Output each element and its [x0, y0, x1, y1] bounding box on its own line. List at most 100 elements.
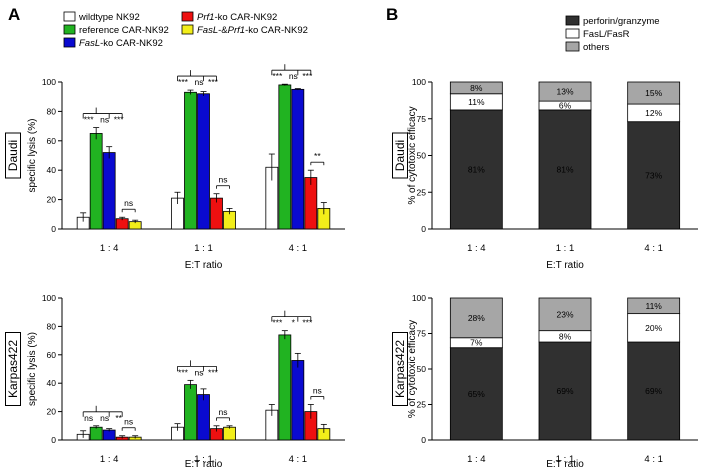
x-axis-label-a_daudi: E:T ratio: [185, 260, 223, 271]
legend-a-label-0-part-0: wildtype NK92: [78, 12, 140, 23]
sig-label-a_daudi-1-0: ***: [178, 77, 189, 87]
y-tick-label-b_daudi-2: 50: [417, 151, 427, 161]
legend-a-swatch-1: [63, 24, 76, 35]
bar-a_karpas-2-0: [102, 429, 116, 441]
y-tick-label-a_karpas-0: 0: [51, 435, 56, 445]
segment-b_daudi-2-2: [627, 81, 681, 105]
x-tick-label-a_karpas-0: 1 : 4: [100, 454, 119, 465]
legend-b-label-1: FasL/FasR: [583, 29, 630, 40]
bar-a_daudi-1-2: [278, 84, 292, 230]
legend-a-label-3-part-2: -ko CAR-NK92: [214, 12, 277, 23]
sig-label-a_daudi-2-1: ns: [289, 71, 298, 81]
legend-a-swatch-0: [63, 11, 76, 22]
y-tick-label-a_daudi-5: 100: [42, 77, 56, 87]
legend-a-label-3-part-1: Prf1: [197, 12, 214, 23]
row-label-box-b_daudi: [392, 132, 408, 179]
bar-a_daudi-2-2: [291, 88, 305, 230]
row-label-box-a_karpas: [5, 332, 21, 406]
segment-b_karpas-0-0: [449, 347, 503, 441]
y-tick-label-a_daudi-0: 0: [51, 224, 56, 234]
sig-label-a_daudi-2-2: ***: [302, 71, 313, 81]
x-tick-label-a_daudi-1: 1 : 1: [194, 243, 213, 254]
x-tick-label-b_daudi-2: 4 : 1: [644, 243, 663, 254]
x-tick-label-b_daudi-1: 1 : 1: [556, 243, 575, 254]
bar-a_karpas-1-0: [89, 426, 103, 441]
segment-label-b_karpas-0-2: 69%: [645, 386, 662, 396]
y-tick-label-a_daudi-2: 40: [47, 165, 57, 175]
segment-label-b_karpas-1-2: 20%: [645, 323, 662, 333]
x-tick-label-b_karpas-1: 1 : 1: [556, 454, 575, 465]
chart-a_daudi: 0 20 40 60 80 100 specific lysis (%) Daudi E:T r…: [5, 64, 345, 271]
y-tick-label-a_karpas-3: 60: [47, 350, 57, 360]
legend-b-label-0: perforin/granzyme: [583, 16, 660, 27]
sig-label-a_karpas-2-1: *: [292, 318, 296, 328]
row-label-box-b_karpas: [392, 332, 408, 406]
legend-b-label-2: others: [583, 42, 610, 53]
y-axis-label-b_karpas: % of cytotoxic efficacy: [407, 320, 418, 418]
segment-label-b_daudi-1-0: 11%: [468, 97, 485, 107]
bar-a_daudi-3-0: [115, 218, 129, 230]
legend-b-swatch-2: [565, 41, 580, 52]
y-tick-label-b_daudi-1: 25: [417, 187, 427, 197]
bar-a_daudi-2-0: [102, 152, 116, 230]
sig-label-a_karpas-0-2: **: [115, 413, 122, 423]
y-tick-label-a_karpas-2: 40: [47, 378, 57, 388]
plots: 0 20 40 60 80 100 specific lysis (%) Daudi E:T r…: [5, 64, 698, 470]
segment-label-b_karpas-0-1: 69%: [556, 386, 573, 396]
bar-a_daudi-3-2: [304, 177, 318, 230]
chart-b_karpas: 0 25 50 75 100 % of cytotoxic efficacyKarpas4…: [392, 293, 698, 470]
sig-label-a_daudi-1-1: ns: [195, 77, 204, 87]
sig-label-a_karpas-1-0: ***: [178, 367, 189, 377]
segment-b_daudi-0-1: [538, 109, 592, 230]
x-tick-label-b_karpas-2: 4 : 1: [644, 454, 663, 465]
y-tick-label-b_karpas-0: 0: [421, 435, 426, 445]
x-tick-label-a_daudi-2: 4 : 1: [289, 243, 308, 254]
legend-a-label-4-part-3: Prf1: [228, 25, 245, 36]
y-tick-label-a_karpas-1: 20: [47, 407, 57, 417]
segment-label-b_karpas-2-2: 11%: [645, 301, 662, 311]
row-label-box-a_daudi: [5, 132, 21, 179]
y-tick-label-b_karpas-4: 100: [412, 293, 426, 303]
legend-b-swatch-0: [565, 15, 580, 26]
segment-b_karpas-0-2: [627, 341, 681, 441]
legend-a-swatch-3: [181, 11, 194, 22]
panel-label-a: A: [8, 5, 20, 24]
x-axis-label-b_karpas: E:T ratio: [546, 459, 584, 470]
segment-label-b_daudi-1-1: 6%: [559, 101, 572, 111]
pair-label-a_karpas-0: ns: [124, 417, 133, 427]
segment-label-b_daudi-2-0: 8%: [470, 83, 483, 93]
legend-a-label-2: FasL-ko CAR-NK92: [79, 38, 163, 49]
bar-a_karpas-2-2: [291, 360, 305, 441]
segment-label-b_karpas-1-0: 7%: [470, 338, 483, 348]
sig-label-a_karpas-2-0: ***: [272, 318, 283, 328]
pair-label-a_karpas-1: ns: [219, 407, 228, 417]
row-label-a_daudi: Daudi: [6, 140, 20, 171]
segment-label-b_daudi-0-1: 81%: [556, 164, 573, 174]
legend-a-label-4-part-1: FasL: [197, 25, 218, 36]
legend-a-label-4: FasL-&Prf1-ko CAR-NK92: [197, 25, 308, 36]
y-tick-label-b_daudi-0: 0: [421, 224, 426, 234]
x-tick-label-a_karpas-2: 4 : 1: [289, 454, 308, 465]
legend-a-label-4-part-2: -&: [218, 25, 228, 36]
sig-label-a_daudi-0-0: ***: [84, 115, 95, 125]
segment-b_karpas-2-1: [538, 297, 592, 332]
x-tick-label-b_karpas-0: 1 : 4: [467, 454, 486, 465]
legend-b-swatch-1: [565, 28, 580, 39]
sig-label-a_daudi-1-2: ***: [208, 77, 219, 87]
x-axis-label-a_karpas: E:T ratio: [185, 459, 223, 470]
bar-a_karpas-2-1: [197, 394, 210, 441]
bar-a_karpas-4-1: [223, 426, 236, 441]
sig-label-a_karpas-1-1: ns: [195, 367, 204, 377]
legend-b: perforin/granzyme FasL/FasR others: [565, 15, 660, 53]
pair-label-a_karpas-2: ns: [313, 386, 322, 396]
legend-a-label-1: reference CAR-NK92: [79, 25, 169, 36]
segment-b_daudi-2-1: [538, 81, 592, 102]
segment-label-b_daudi-1-2: 12%: [645, 108, 662, 118]
segment-label-b_karpas-2-0: 28%: [468, 313, 485, 323]
segment-b_karpas-2-2: [627, 297, 681, 315]
segment-label-b_daudi-2-2: 15%: [645, 88, 662, 98]
legend-a-label-4-part-4: -ko CAR-NK92: [245, 25, 308, 36]
y-axis-label-a_daudi: specific lysis (%): [27, 119, 38, 193]
chart-a_karpas: 0 20 40 60 80 100 specific lysis (%) Karpas422 E…: [5, 293, 345, 470]
